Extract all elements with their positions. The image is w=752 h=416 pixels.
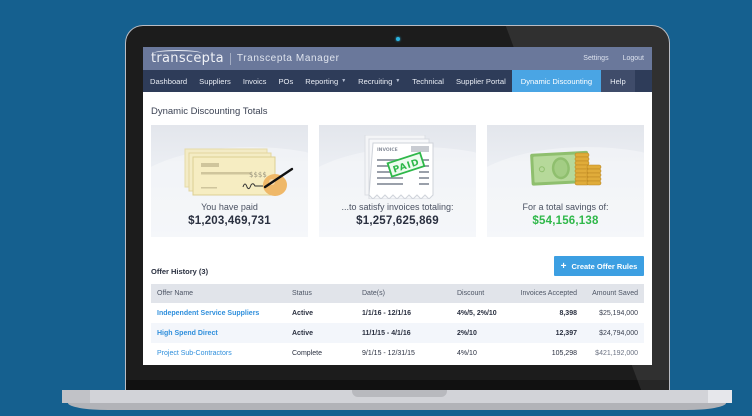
offer-status: Complete	[292, 349, 322, 357]
total-savings-label: For a total savings of:	[522, 202, 609, 212]
totals-title: Dynamic Discounting Totals	[151, 106, 268, 117]
nav-dynamic-discounting[interactable]: Dynamic Discounting	[511, 70, 602, 92]
laptop-chin	[126, 380, 669, 392]
offer-name-link[interactable]: Independent Service Suppliers	[157, 309, 260, 317]
offer-status: Active	[292, 309, 314, 317]
nav-pos[interactable]: POs	[272, 70, 299, 92]
nav-label: Technical	[412, 76, 444, 86]
paid-invoice-icon: INVOICE PAID	[319, 134, 476, 200]
app-title: Transcepta Manager	[236, 53, 340, 64]
col-invoices-accepted[interactable]: Invoices Accepted	[520, 290, 577, 297]
offer-invoices-accepted: 12,397	[555, 329, 577, 337]
offer-dates: 9/1/15 - 12/31/15	[362, 349, 415, 357]
nav-label: Recruiting	[358, 76, 393, 86]
nav-label: Supplier Portal	[455, 76, 506, 86]
offer-dates: 1/1/16 - 12/1/16	[362, 309, 412, 317]
offer-history-title: Offer History (3)	[151, 267, 209, 276]
total-paid-label: You have paid	[201, 202, 258, 212]
offer-history-table: Offer Name Status Date(s) Discount Invoi…	[151, 284, 644, 363]
nav-label: POs	[278, 76, 294, 86]
app-screen: transcepta Transcepta Manager Settings L…	[143, 47, 652, 365]
offer-amount-saved: $24,794,000	[599, 329, 638, 337]
offer-discount: 4%/10	[457, 349, 477, 357]
offer-status: Active	[292, 329, 314, 337]
nav-supplier-portal[interactable]: Supplier Portal	[450, 70, 512, 92]
table-header-row: Offer Name Status Date(s) Discount Invoi…	[151, 284, 644, 303]
checks-icon: $$$$	[151, 135, 308, 199]
caret-down-icon: ▼	[341, 78, 347, 84]
caret-down-icon: ▼	[395, 78, 401, 84]
invoices-total-value: $1,257,625,869	[356, 215, 439, 227]
offer-amount-saved: $25,194,000	[599, 309, 638, 317]
nav-label: Dashboard	[150, 76, 188, 86]
create-offer-rules-button[interactable]: + Create Offer Rules	[554, 256, 644, 276]
nav-technical[interactable]: Technical	[406, 70, 450, 92]
laptop-notch	[352, 390, 447, 397]
nav-label: Invoics	[242, 76, 267, 86]
money-coins-icon	[487, 135, 644, 199]
nav-reporting[interactable]: Reporting ▼	[299, 70, 352, 92]
nav-label: Suppliers	[199, 76, 231, 86]
nav-label: Help	[610, 76, 626, 86]
main-nav: Dashboard Suppliers Invoics POs Reportin…	[143, 70, 652, 92]
table-row[interactable]: Project Sub-Contractors Complete 9/1/15 …	[151, 343, 644, 363]
offer-history-header: Offer History (3) + Create Offer Rules	[151, 256, 644, 276]
plus-icon: +	[560, 260, 567, 272]
total-paid-value: $1,203,469,731	[188, 215, 271, 227]
settings-link[interactable]: Settings	[583, 55, 609, 62]
offer-dates: 11/1/15 - 4/1/16	[362, 329, 411, 337]
create-offer-rules-label: Create Offer Rules	[571, 261, 638, 271]
nav-suppliers[interactable]: Suppliers	[193, 70, 237, 92]
header-links: Settings Logout	[583, 55, 644, 62]
offer-invoices-accepted: 105,298	[551, 349, 577, 357]
col-offer-name[interactable]: Offer Name	[157, 290, 194, 297]
camera-icon	[396, 37, 400, 41]
table-row[interactable]: Independent Service Suppliers Active 1/1…	[151, 303, 644, 323]
nav-label: Dynamic Discounting	[520, 76, 593, 86]
app-header: transcepta Transcepta Manager Settings L…	[143, 47, 652, 70]
col-amount-saved[interactable]: Amount Saved	[592, 290, 638, 297]
laptop-base	[62, 390, 732, 410]
transcepta-logo[interactable]: transcepta	[151, 50, 224, 66]
table-row[interactable]: High Spend Direct Active 11/1/15 - 4/1/1…	[151, 323, 644, 343]
col-discount[interactable]: Discount	[457, 290, 485, 297]
total-savings-value: $54,156,138	[532, 215, 599, 227]
total-savings-card: For a total savings of: $54,156,138	[487, 125, 644, 237]
nav-invoices[interactable]: Invoics	[237, 70, 273, 92]
svg-text:$$$$: $$$$	[249, 171, 267, 179]
col-status[interactable]: Status	[292, 290, 312, 297]
invoices-total-label: ...to satisfy invoices totaling:	[341, 202, 454, 212]
offer-discount: 2%/10	[457, 329, 477, 337]
col-dates[interactable]: Date(s)	[362, 290, 385, 297]
main-content: Dynamic Discounting Totals $$$$	[143, 106, 652, 363]
offer-invoices-accepted: 8,398	[559, 309, 577, 317]
offer-amount-saved: $421,192,000	[595, 349, 638, 357]
offer-name-link[interactable]: Project Sub-Contractors	[157, 349, 232, 357]
nav-recruiting[interactable]: Recruiting ▼	[352, 70, 406, 92]
offer-name-link[interactable]: High Spend Direct	[157, 329, 218, 337]
nav-dashboard[interactable]: Dashboard	[143, 70, 193, 92]
logout-link[interactable]: Logout	[622, 55, 644, 62]
totals-cards: $$$$ You have paid $1,203,469,731	[151, 125, 644, 237]
svg-text:INVOICE: INVOICE	[377, 147, 398, 153]
header-divider	[229, 52, 231, 65]
offer-discount: 4%/5, 2%/10	[457, 309, 497, 317]
invoices-total-card: INVOICE PAID	[319, 125, 476, 237]
nav-label: Reporting	[305, 76, 339, 86]
nav-help[interactable]: Help	[601, 70, 635, 92]
total-paid-card: $$$$ You have paid $1,203,469,731	[151, 125, 308, 237]
